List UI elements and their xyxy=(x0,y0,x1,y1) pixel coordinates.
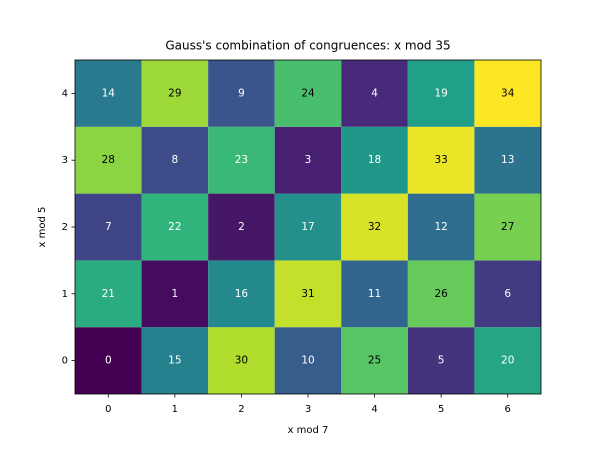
cell xyxy=(208,60,275,127)
cell xyxy=(341,260,408,328)
y-axis-label: x mod 5 xyxy=(37,207,48,248)
cell-label: 19 xyxy=(434,87,447,99)
cell-label: 6 xyxy=(504,288,511,300)
cell-label: 11 xyxy=(368,288,381,300)
cell xyxy=(407,60,475,127)
chart-title: Gauss's combination of congruences: x mo… xyxy=(165,39,450,53)
cell-label: 8 xyxy=(172,154,179,166)
cell-label: 28 xyxy=(102,154,115,166)
cell xyxy=(407,260,475,328)
cell-label: 21 xyxy=(102,288,115,300)
cell-label: 25 xyxy=(368,355,381,367)
cell-label: 18 xyxy=(368,154,381,166)
cell xyxy=(474,260,541,328)
cell-label: 9 xyxy=(238,87,245,99)
cell xyxy=(208,260,275,328)
cell-label: 22 xyxy=(168,221,181,233)
cell-label: 30 xyxy=(235,355,248,367)
y-tick-label: 0 xyxy=(62,356,68,367)
cell xyxy=(341,327,408,394)
cell xyxy=(274,193,342,261)
cell xyxy=(474,60,541,127)
x-tick-label: 5 xyxy=(438,404,444,415)
cell-label: 5 xyxy=(438,355,445,367)
y-tick-label: 1 xyxy=(62,289,68,300)
cell xyxy=(274,260,342,328)
y-tick-label: 4 xyxy=(62,88,68,99)
cell-label: 34 xyxy=(501,87,515,99)
cell-label: 12 xyxy=(434,221,447,233)
y-tick-label: 2 xyxy=(62,222,68,233)
cell-label: 23 xyxy=(235,154,248,166)
cell xyxy=(341,126,408,194)
x-tick-label: 3 xyxy=(305,404,311,415)
x-tick-label: 6 xyxy=(505,404,511,415)
cell xyxy=(75,60,142,127)
cell xyxy=(208,193,275,261)
cell-label: 15 xyxy=(168,355,181,367)
cell xyxy=(474,193,541,261)
y-tick-label: 3 xyxy=(62,155,68,166)
cell xyxy=(474,327,541,394)
cell-label: 4 xyxy=(371,87,378,99)
cell-label: 33 xyxy=(434,154,447,166)
cell xyxy=(407,193,475,261)
cell xyxy=(141,126,209,194)
cell-label: 2 xyxy=(238,221,245,233)
cell-label: 3 xyxy=(305,154,312,166)
cell xyxy=(141,60,209,127)
x-tick-label: 1 xyxy=(172,404,178,415)
cell-label: 17 xyxy=(301,221,314,233)
cell-label: 29 xyxy=(168,87,181,99)
cell-label: 27 xyxy=(501,221,514,233)
cell xyxy=(474,126,541,194)
cell xyxy=(75,126,142,194)
cell-label: 20 xyxy=(501,355,514,367)
cell xyxy=(274,327,342,394)
cell xyxy=(407,327,475,394)
cell-label: 16 xyxy=(235,288,249,300)
cell-label: 14 xyxy=(102,87,116,99)
cell xyxy=(341,60,408,127)
x-axis-label: x mod 7 xyxy=(288,425,329,436)
cell xyxy=(141,260,209,328)
cell xyxy=(208,327,275,394)
cell xyxy=(75,260,142,328)
cell-label: 24 xyxy=(301,87,315,99)
cell-label: 26 xyxy=(434,288,448,300)
x-tick-label: 2 xyxy=(238,404,244,415)
cell xyxy=(407,126,475,194)
cell xyxy=(341,193,408,261)
cell-label: 32 xyxy=(368,221,381,233)
cell xyxy=(141,193,209,261)
cell xyxy=(274,60,342,127)
cell xyxy=(75,193,142,261)
cell-label: 1 xyxy=(172,288,179,300)
cell xyxy=(75,327,142,394)
cell-label: 31 xyxy=(301,288,314,300)
cell xyxy=(274,126,342,194)
x-tick-label: 0 xyxy=(105,404,111,415)
cell-label: 0 xyxy=(105,355,112,367)
x-tick-label: 4 xyxy=(371,404,377,415)
cell-label: 13 xyxy=(501,154,514,166)
cell-label: 7 xyxy=(105,221,112,233)
cell xyxy=(141,327,209,394)
cell xyxy=(208,126,275,194)
cell-label: 10 xyxy=(301,355,314,367)
